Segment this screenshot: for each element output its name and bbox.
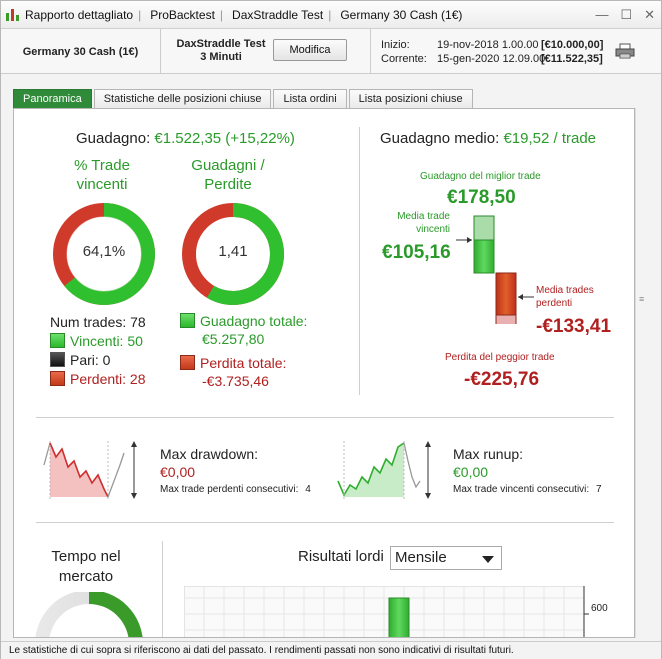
total-gain-value: €5.257,80 [202,331,265,347]
tab-closed-stats[interactable]: Statistiche delle posizioni chiuse [93,89,272,109]
current-value: [€11.522,35] [541,53,603,65]
gross-results-chart [184,586,589,637]
axis-tick-600: 600 [591,603,608,614]
green-square-icon [180,313,195,328]
ratio-title: Guadagni / Perdite [191,157,265,193]
best-trade-value: €178,50 [447,187,516,208]
trade-counts: Num trades: 78 Vincenti: 50 Pari: 0 Perd… [50,313,146,389]
best-trade-label: Guadagno del miglior trade [420,171,541,182]
start-date: 19-nov-2018 1.00.00 [437,39,539,51]
minimize-icon[interactable]: — [595,7,609,22]
red-square-icon [180,355,195,370]
drawdown-consec: Max trade perdenti consecutivi: 4 [160,484,311,495]
drawdown-label: Max drawdown: [160,446,259,462]
current-label: Corrente: [381,53,427,65]
strategy-timeframe: 3 Minuti [200,51,242,63]
title-part-instrument: Germany 30 Cash (1€) [340,7,463,22]
gain-headline: Guadagno: €1.522,35 (+15,22%) [76,130,295,147]
winners-row: Vincenti: 50 [50,332,146,351]
avg-win-value: €105,16 [382,242,451,263]
avg-loss-label: Media trades perdenti [536,285,594,309]
worst-trade-value: -€225,76 [464,369,540,390]
date-range: Inizio: 19-nov-2018 1.00.00 [€10.000,00] C… [371,29,611,74]
black-square-icon [50,352,65,367]
avg-label: Guadagno medio: [380,130,500,147]
current-row: Corrente: 15-gen-2020 12.09.00[€11.522,35… [381,53,603,65]
gain-value: €1.522,35 (+15,22%) [154,130,295,147]
runup-consec: Max trade vincenti consecutivi: 7 [453,484,602,495]
title-part-probacktest: ProBacktest [150,7,215,22]
runup-label: Max runup: [453,446,524,462]
pct-title: % Trade vincenti [74,157,130,193]
market-time-title: Tempo nel mercato [51,548,121,585]
tab-bar: Panoramica Statistiche delle posizioni c… [13,89,473,109]
losers-row: Perdenti: 28 [50,370,146,389]
vertical-scrollbar[interactable]: ≡ [635,108,649,638]
close-icon[interactable]: ✕ [644,7,655,22]
divider-2 [36,522,614,523]
tab-overview[interactable]: Panoramica [13,89,92,109]
total-loss-label: Perdita totale: [180,354,307,372]
red-square-icon [50,371,65,386]
profit-ratio-donut: 1,41 [181,202,285,306]
drawdown-chart-icon [43,441,137,499]
window-controls: — ☐ ✕ [595,7,655,23]
gain-label: Guadagno: [76,130,151,147]
titlebar: Rapporto dettagliato | ProBacktest | Dax… [1,1,661,29]
chevron-down-icon [482,556,494,563]
total-loss-value: -€3.735,46 [202,373,269,389]
avg-loss-value: -€133,41 [536,316,612,337]
period-select-value: Mensile [395,549,447,566]
runup-chart-icon [337,441,431,499]
market-time-gauge [35,592,143,637]
strategy-name: DaxStraddle Test [176,38,266,50]
total-gain-label: Guadagno totale: [180,312,307,330]
start-value: [€10.000,00] [541,39,604,51]
worst-trade-label: Perdita del peggior trade [445,352,555,363]
win-rate-value: 64,1% [82,243,126,260]
avg-win-label: Media trade vincenti [397,211,450,235]
divider-vertical [359,127,360,395]
scroll-grip-icon[interactable]: ≡ [639,294,645,304]
even-row: Pari: 0 [50,351,146,370]
profit-ratio-value: 1,41 [218,243,248,260]
divider-vertical-2 [162,541,163,637]
green-square-icon [50,333,65,348]
drawdown-value: €0,00 [160,464,196,480]
candlestick-app-icon [5,7,21,23]
strategy-title: DaxStraddle Test 3 Minuti [171,38,271,64]
runup-value: €0,00 [453,464,489,480]
overview-panel: Guadagno: €1.522,35 (+15,22%) % Trade vi… [13,108,635,638]
avg-value: €19,52 / trade [503,130,597,147]
win-rate-donut: 64,1% [52,202,156,306]
disclaimer: Le statistiche di cui sopra si riferisco… [1,641,661,659]
start-row: Inizio: 19-nov-2018 1.00.00 [€10.000,00] [381,39,603,51]
tab-order-list[interactable]: Lista ordini [273,89,347,109]
strategy-box: DaxStraddle Test 3 Minuti Modifica [161,29,371,74]
num-trades: Num trades: 78 [50,314,146,330]
report-header: Germany 30 Cash (1€) DaxStraddle Test 3 … [1,29,661,74]
divider-1 [36,417,614,418]
instrument-name: Germany 30 Cash (1€) [1,29,161,74]
modify-button[interactable]: Modifica [273,39,347,61]
trade-range-bars [456,215,534,324]
avg-headline: Guadagno medio: €19,52 / trade [380,130,596,147]
current-date: 15-gen-2020 12.09.00 [437,53,546,65]
period-select[interactable]: Mensile [390,546,502,570]
maximize-icon[interactable]: ☐ [620,7,633,22]
tab-closed-positions[interactable]: Lista posizioni chiuse [348,89,473,109]
gross-label: Risultati lordi [298,548,384,565]
title-part-report: Rapporto dettagliato [25,7,134,22]
title-part-strategy: DaxStraddle Test [232,7,324,22]
totals: Guadagno totale: €5.257,80 Perdita total… [180,312,307,390]
printer-icon[interactable] [615,43,635,59]
start-label: Inizio: [381,39,410,51]
